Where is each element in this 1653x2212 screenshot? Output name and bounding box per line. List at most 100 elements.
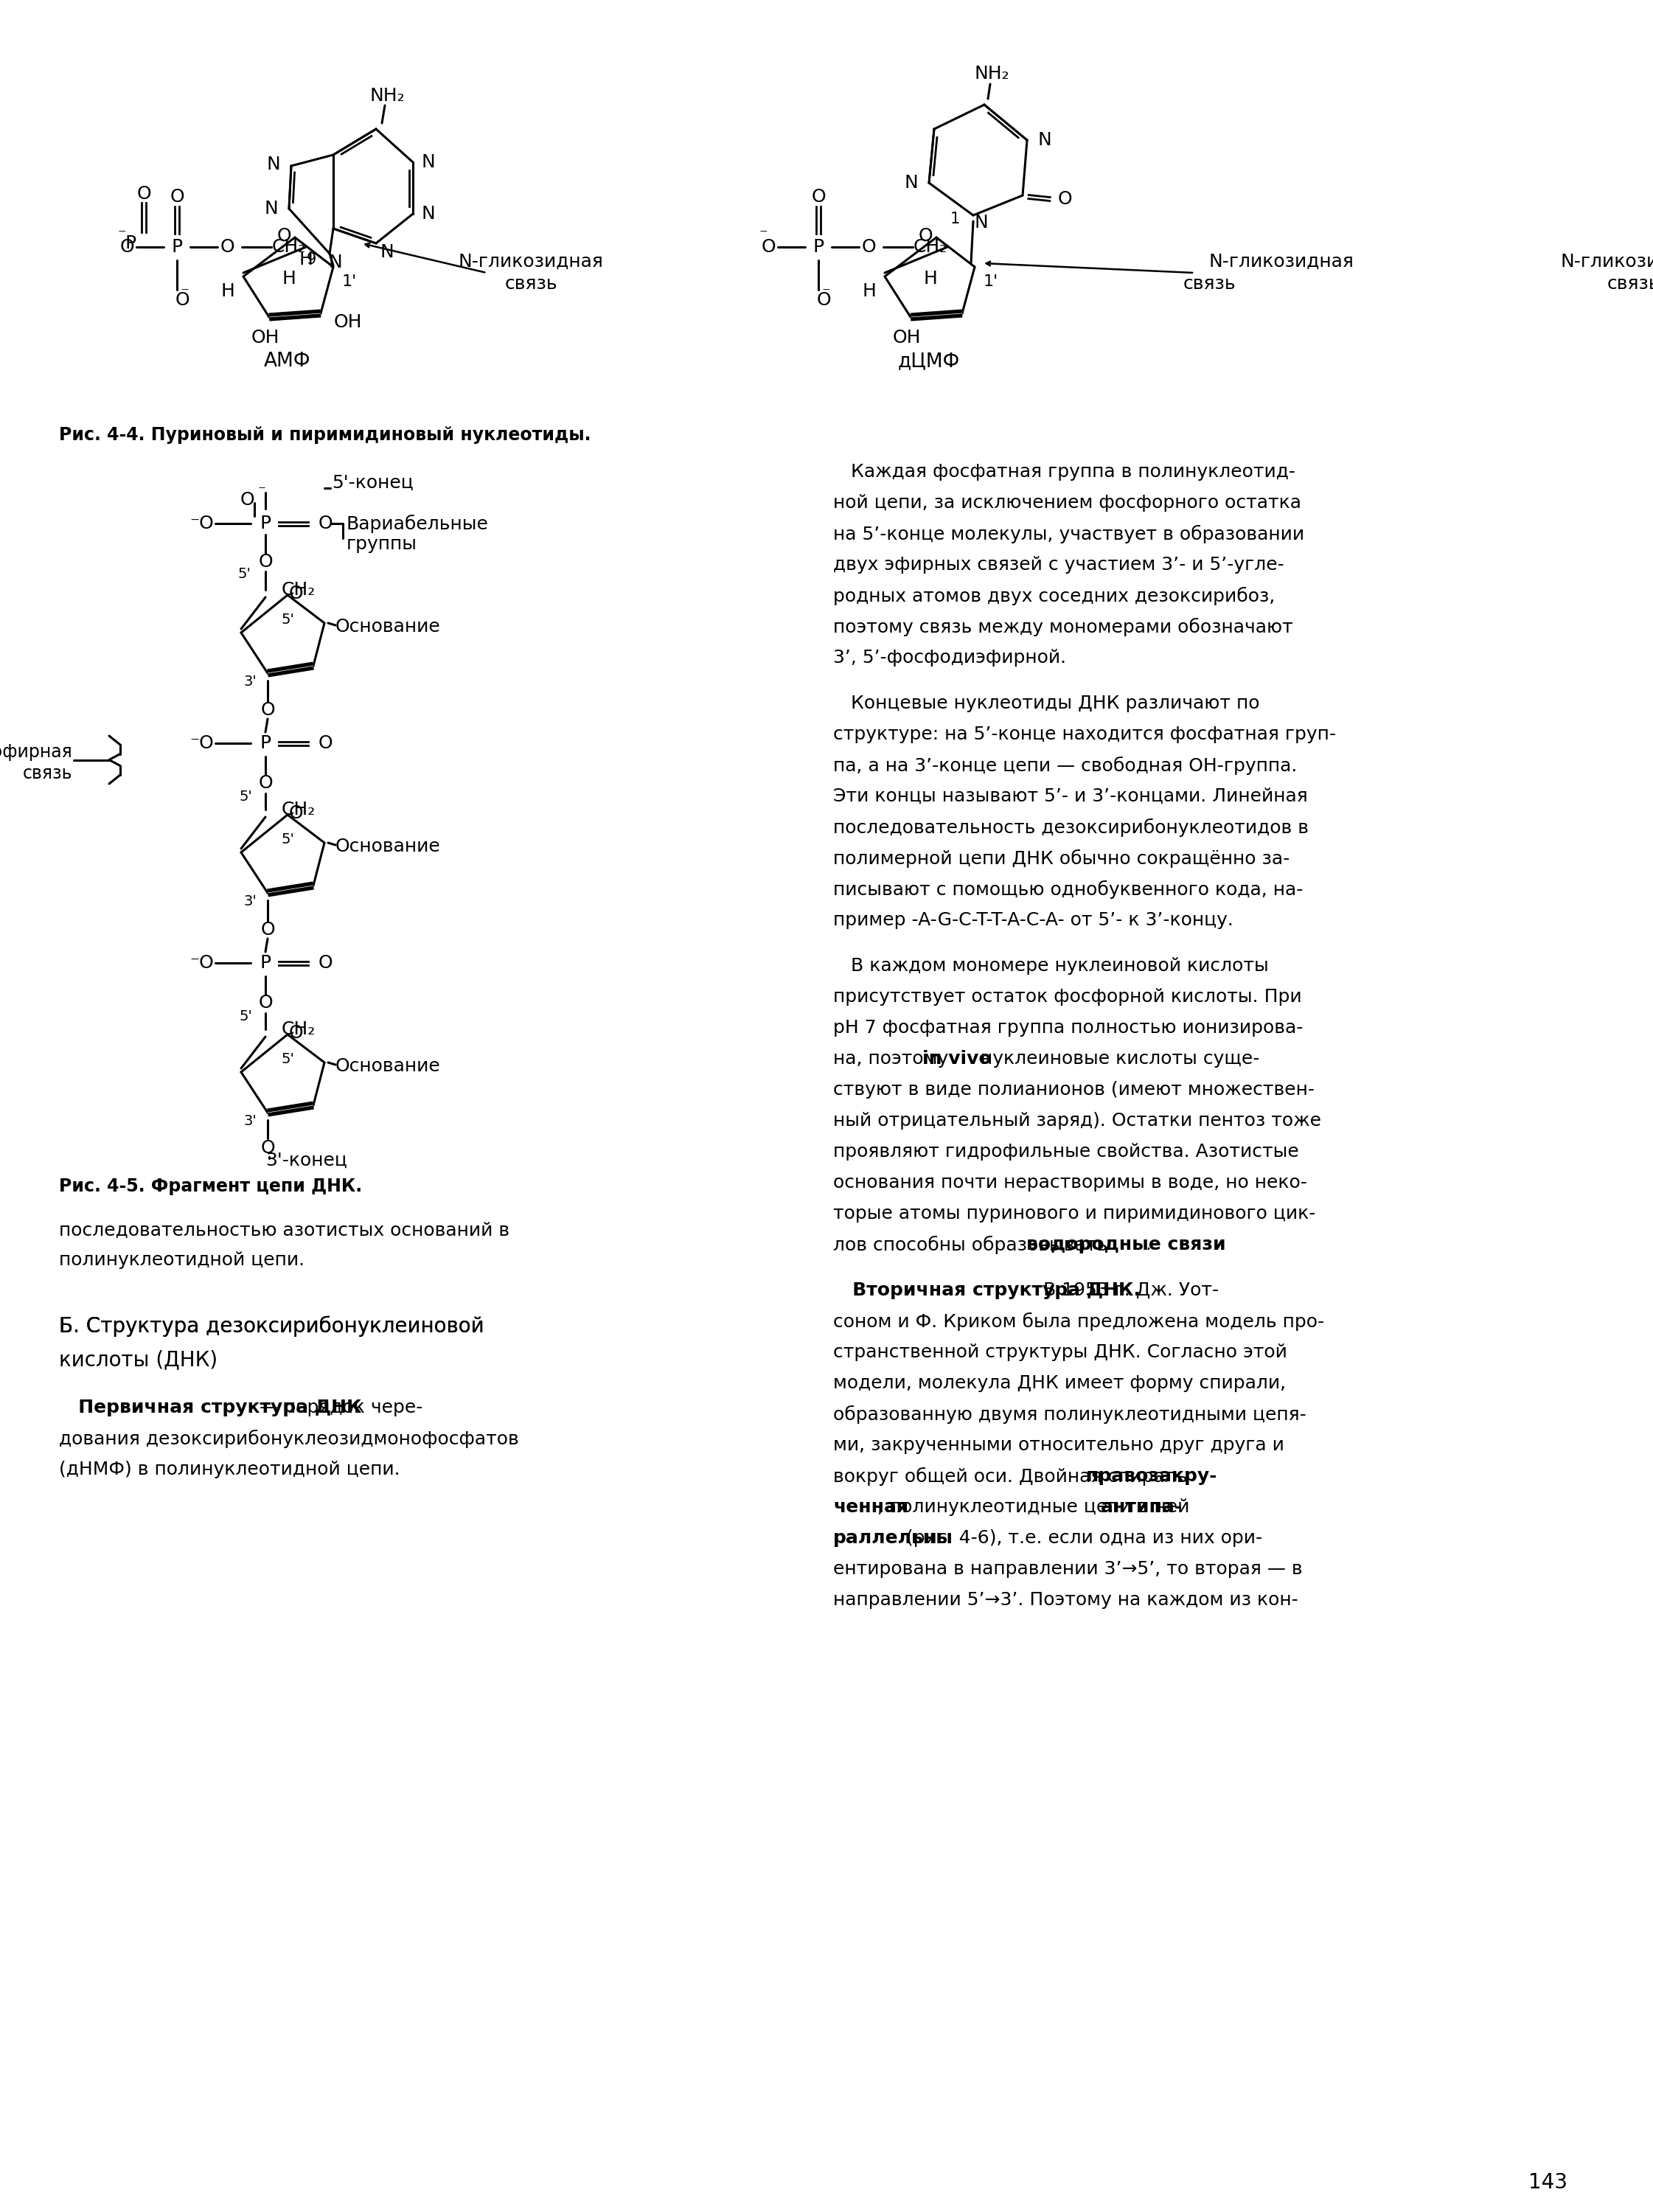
- Text: рН 7 фосфатная группа полностью ионизирова-: рН 7 фосфатная группа полностью ионизиро…: [833, 1020, 1303, 1037]
- Text: Вторичная структура ДНК.: Вторичная структура ДНК.: [833, 1281, 1141, 1298]
- Text: ⁻: ⁻: [180, 285, 188, 301]
- Text: ⁻O: ⁻O: [190, 953, 213, 971]
- Text: 5': 5': [281, 613, 294, 626]
- Text: писывают с помощью однобуквенного кода, на-: писывают с помощью однобуквенного кода, …: [833, 880, 1303, 898]
- Text: , полинуклеотидные цепи в ней: , полинуклеотидные цепи в ней: [878, 1498, 1195, 1515]
- Text: нуклеиновые кислоты суще-: нуклеиновые кислоты суще-: [974, 1051, 1260, 1068]
- Text: Основание: Основание: [336, 1057, 441, 1075]
- Text: 5': 5': [281, 1053, 294, 1066]
- Text: проявляют гидрофильные свойства. Азотистые: проявляют гидрофильные свойства. Азотист…: [833, 1144, 1299, 1161]
- Text: 9: 9: [306, 252, 316, 268]
- Text: H: H: [299, 250, 312, 268]
- Text: правозакру-: правозакру-: [1086, 1467, 1217, 1484]
- Text: 1: 1: [950, 212, 960, 226]
- Text: ⁻: ⁻: [117, 228, 126, 241]
- Text: OH: OH: [893, 330, 921, 347]
- Text: Первичная структура ДНК: Первичная структура ДНК: [60, 1398, 362, 1416]
- Text: H: H: [924, 270, 937, 288]
- Text: последовательность дезоксирибонуклеотидов в: последовательность дезоксирибонуклеотидо…: [833, 818, 1309, 836]
- Text: 3'-конец: 3'-конец: [266, 1152, 347, 1170]
- Text: Каждая фосфатная группа в полинуклеотид-: Каждая фосфатная группа в полинуклеотид-: [833, 462, 1296, 480]
- Text: связь: связь: [1184, 274, 1235, 292]
- Text: соном и Ф. Криком была предложена модель про-: соном и Ф. Криком была предложена модель…: [833, 1312, 1324, 1332]
- Text: структуре: на 5’-конце находится фосфатная груп-: структуре: на 5’-конце находится фосфатн…: [833, 726, 1336, 743]
- Text: NH₂: NH₂: [370, 86, 405, 104]
- Text: O: O: [261, 701, 274, 719]
- Text: N: N: [975, 215, 988, 232]
- Text: ⁻: ⁻: [822, 285, 830, 301]
- Text: O: O: [137, 186, 150, 204]
- Text: O: O: [289, 805, 304, 823]
- Text: странственной структуры ДНК. Согласно этой: странственной структуры ДНК. Согласно эт…: [833, 1343, 1288, 1360]
- Text: N: N: [327, 254, 342, 272]
- Text: В 1953 г. Дж. Уот-: В 1953 г. Дж. Уот-: [1038, 1281, 1218, 1298]
- Text: 1': 1': [342, 274, 357, 290]
- Text: дования дезоксирибонуклеозидмонофосфатов: дования дезоксирибонуклеозидмонофосфатов: [60, 1429, 519, 1449]
- Text: O: O: [261, 1139, 274, 1157]
- Text: N: N: [904, 175, 917, 192]
- Text: вокруг общей оси. Двойная спираль: вокруг общей оси. Двойная спираль: [833, 1467, 1193, 1486]
- Text: 5': 5': [240, 790, 253, 803]
- Text: Б. Структура дезоксирибонуклеиновой: Б. Структура дезоксирибонуклеиновой: [60, 1316, 484, 1336]
- Text: ентирована в направлении 3’→5’, то вторая — в: ентирована в направлении 3’→5’, то втора…: [833, 1559, 1303, 1577]
- Text: O: O: [175, 292, 190, 310]
- Text: кислоты (ДНК): кислоты (ДНК): [60, 1349, 218, 1369]
- Text: O: O: [817, 292, 831, 310]
- Text: направлении 5’→3’. Поэтому на каждом из кон-: направлении 5’→3’. Поэтому на каждом из …: [833, 1590, 1298, 1608]
- Text: 3', 5'-фосфодиэфирная: 3', 5'-фосфодиэфирная: [0, 743, 73, 761]
- Text: связь: связь: [1607, 274, 1653, 292]
- Text: 5': 5': [240, 1009, 253, 1022]
- Text: N-гликозидная: N-гликозидная: [458, 252, 603, 270]
- Text: O: O: [170, 188, 183, 206]
- Text: O: O: [289, 1024, 304, 1042]
- Text: связь: связь: [504, 274, 557, 292]
- Text: на 5’-конце молекулы, участвует в образовании: на 5’-конце молекулы, участвует в образо…: [833, 524, 1304, 544]
- Text: H: H: [220, 283, 235, 301]
- Text: O: O: [319, 515, 332, 533]
- Text: P: P: [813, 239, 823, 257]
- Text: N-гликозидная: N-гликозидная: [1208, 252, 1354, 270]
- Text: P: P: [126, 234, 136, 252]
- Text: O: O: [319, 953, 332, 971]
- Text: .: .: [1146, 1237, 1150, 1254]
- Text: O: O: [119, 239, 134, 257]
- Text: N: N: [422, 206, 435, 223]
- Text: Основание: Основание: [336, 838, 441, 856]
- Text: Б. С: Б. С: [60, 1316, 101, 1336]
- Text: лов способны образовывать: лов способны образовывать: [833, 1234, 1114, 1254]
- Text: 5': 5': [238, 566, 251, 582]
- Text: O: O: [276, 228, 291, 246]
- Text: раллельны: раллельны: [833, 1528, 954, 1546]
- Text: ми, закрученными относительно друг друга и: ми, закрученными относительно друг друга…: [833, 1436, 1284, 1453]
- Text: 5'-конец: 5'-конец: [332, 473, 413, 491]
- Text: Рис. 4-4. Пуриновый и пиримидиновый нуклеотиды.: Рис. 4-4. Пуриновый и пиримидиновый нукл…: [60, 427, 590, 445]
- Text: 143: 143: [1529, 2172, 1567, 2192]
- Text: N: N: [380, 243, 393, 261]
- Text: P: P: [260, 953, 271, 971]
- Text: (рис. 4-6), т.е. если одна из них ори-: (рис. 4-6), т.е. если одна из них ори-: [899, 1528, 1263, 1546]
- Text: пример -A-G-C-T-T-A-C-A- от 5’- к 3’-концу.: пример -A-G-C-T-T-A-C-A- от 5’- к 3’-кон…: [833, 911, 1233, 929]
- Text: образованную двумя полинуклеотидными цепя-: образованную двумя полинуклеотидными цеп…: [833, 1405, 1306, 1425]
- Text: O: O: [258, 993, 273, 1011]
- Text: O: O: [917, 228, 932, 246]
- Text: O: O: [289, 584, 304, 602]
- Text: 3': 3': [243, 1115, 256, 1128]
- Text: полинуклеотидной цепи.: полинуклеотидной цепи.: [60, 1252, 304, 1270]
- Text: 3': 3': [243, 675, 256, 690]
- Text: NH₂: NH₂: [974, 64, 1010, 82]
- Text: 1': 1': [984, 274, 998, 290]
- Text: OH: OH: [251, 330, 279, 347]
- Text: поэтому связь между мономерами обозначают: поэтому связь между мономерами обозначаю…: [833, 617, 1293, 637]
- Text: модели, молекула ДНК имеет форму спирали,: модели, молекула ДНК имеет форму спирали…: [833, 1374, 1286, 1391]
- Text: водородные связи: водородные связи: [1027, 1237, 1227, 1254]
- Text: P: P: [172, 239, 182, 257]
- Text: O: O: [240, 491, 255, 509]
- Text: O: O: [812, 188, 825, 206]
- Text: 3': 3': [243, 894, 256, 909]
- Text: O: O: [319, 734, 332, 752]
- Text: полимерной цепи ДНК обычно сокращённо за-: полимерной цепи ДНК обычно сокращённо за…: [833, 849, 1289, 867]
- Text: OH: OH: [334, 314, 362, 332]
- Text: Рис. 4-5. Фрагмент цепи ДНК.: Рис. 4-5. Фрагмент цепи ДНК.: [60, 1177, 362, 1194]
- Text: ной цепи, за исключением фосфорного остатка: ной цепи, за исключением фосфорного оста…: [833, 493, 1301, 511]
- Text: CH₂: CH₂: [914, 239, 947, 257]
